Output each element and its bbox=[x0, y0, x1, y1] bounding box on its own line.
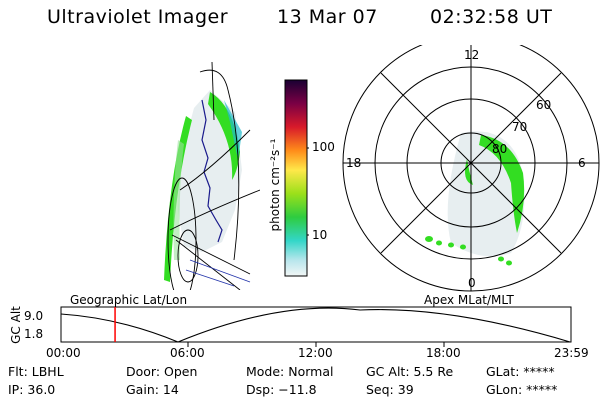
mlat-label-80: 80 bbox=[492, 142, 508, 156]
status-mode: Mode: Normal bbox=[246, 364, 334, 379]
x-tick-2359: 23:59 bbox=[554, 346, 589, 360]
y-tick-1-8: 1.8 bbox=[24, 327, 44, 341]
polar-aurora-dots bbox=[425, 236, 512, 266]
x-tick-0600: 06:00 bbox=[170, 346, 205, 360]
mlt-label-12: 12 bbox=[464, 48, 480, 62]
image-time: 02:32:58 UT bbox=[430, 6, 553, 28]
status-glon: GLon: ***** bbox=[486, 382, 558, 397]
status-flt: Flt: LBHL bbox=[8, 364, 64, 379]
status-dsp: Dsp: −11.8 bbox=[246, 382, 317, 397]
x-tick-1800: 18:00 bbox=[426, 346, 461, 360]
status-glat: GLat: ***** bbox=[486, 364, 555, 379]
altitude-timeline[interactable] bbox=[60, 306, 572, 348]
colorbar-unit-label: photon cm⁻²s⁻¹ bbox=[268, 138, 282, 232]
geographic-label: Geographic Lat/Lon bbox=[70, 293, 188, 307]
timeline-ticks bbox=[187, 342, 445, 347]
intensity-colorbar bbox=[284, 79, 309, 277]
y-tick-9: 9.0 bbox=[24, 309, 44, 323]
instrument-title: Ultraviolet Imager bbox=[47, 6, 229, 28]
polar-aurora-band bbox=[479, 135, 525, 233]
geographic-grid bbox=[167, 61, 260, 290]
mlt-label-18: 18 bbox=[346, 156, 362, 170]
x-tick-0000: 00:00 bbox=[46, 346, 81, 360]
mlat-label-60: 60 bbox=[536, 98, 552, 112]
mlt-label-6: 6 bbox=[578, 156, 586, 170]
status-gain: Gain: 14 bbox=[126, 382, 179, 397]
status-seq: Seq: 39 bbox=[366, 382, 414, 397]
image-date: 13 Mar 07 bbox=[277, 6, 378, 28]
x-tick-1200: 12:00 bbox=[298, 346, 333, 360]
altitude-curve bbox=[60, 307, 571, 343]
coastline bbox=[201, 99, 223, 243]
mlt-label-0: 0 bbox=[468, 276, 476, 290]
apex-label: Apex MLat/MLT bbox=[424, 293, 514, 307]
status-door: Door: Open bbox=[126, 364, 198, 379]
status-gc-alt: GC Alt: 5.5 Re bbox=[366, 364, 454, 379]
colorbar-tick-100: 100 bbox=[312, 140, 335, 154]
geographic-auroral-image bbox=[164, 61, 260, 290]
polar-grid bbox=[342, 45, 600, 292]
gc-alt-axis-label: GC Alt bbox=[9, 306, 23, 344]
polar-mlat-mlt-plot bbox=[342, 45, 600, 292]
auroral-band-dawn bbox=[208, 92, 240, 180]
auroral-band-dusk bbox=[164, 116, 192, 282]
status-ip: IP: 36.0 bbox=[8, 382, 56, 397]
mlat-label-70: 70 bbox=[512, 120, 528, 134]
colorbar-tick-10: 10 bbox=[312, 228, 328, 242]
